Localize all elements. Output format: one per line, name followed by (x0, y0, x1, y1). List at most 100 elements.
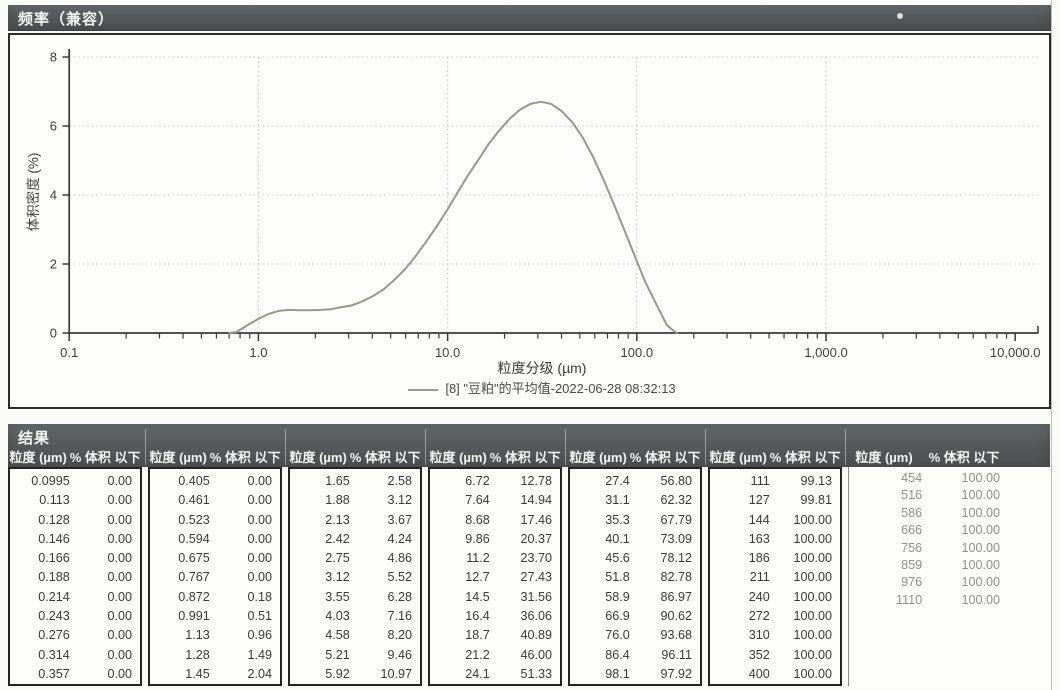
table-row: 352 100.00 (710, 646, 840, 665)
pct-value: 4.86 (387, 551, 412, 566)
pct-column-header: % 体积 以下 (69, 450, 141, 465)
table-row: 0.188 0.00 (10, 568, 140, 587)
pct-column-header: % 体积 以下 (629, 450, 701, 465)
y-tick-label: 0 (50, 326, 57, 341)
table-row: 1.88 3.12 (290, 491, 420, 510)
table-row: 1.28 1.49 (150, 646, 280, 665)
size-value: 0.991 (178, 609, 210, 624)
size-value: 11.2 (466, 551, 490, 566)
size-value: 0.243 (38, 609, 70, 624)
size-value: 352 (748, 647, 770, 662)
x-tick-label: 10,000.0 (990, 345, 1041, 360)
pct-value: 100.00 (793, 609, 832, 624)
size-value: 859 (901, 557, 923, 572)
size-value: 516 (901, 488, 923, 503)
size-value: 45.6 (605, 551, 630, 566)
pct-value: 96.11 (661, 647, 692, 662)
table-row: 310 100.00 (710, 626, 840, 645)
column-header-group: 粒度 (µm)% 体积 以下 (8, 447, 142, 466)
table-row: 163 100.00 (710, 530, 840, 549)
results-column-headers: 粒度 (µm)% 体积 以下 粒度 (µm)% 体积 以下 粒度 (µm)% 体积 … (8, 447, 1050, 466)
pct-value: 17.46 (520, 512, 552, 527)
size-value: 976 (901, 575, 923, 590)
size-value: 0.314 (38, 647, 70, 662)
column-header-group: 粒度 (µm)% 体积 以下 (148, 447, 282, 466)
size-value: 0.128 (38, 512, 70, 527)
scan-page-edge (1051, 0, 1052, 690)
table-row: 98.1 97.92 (570, 665, 700, 684)
size-value: 12.7 (465, 570, 490, 585)
size-value: 0.276 (38, 628, 70, 643)
size-value: 21.2 (465, 647, 490, 662)
results-table-group: 111 99.13 127 99.81 144 100.00 163 100.00 186 100… (708, 467, 842, 687)
pct-value: 100.00 (793, 531, 832, 546)
column-header-group: 粒度 (µm)% 体积 以下 (568, 447, 702, 466)
pct-column-header: % 体积 以下 (349, 450, 421, 465)
pct-value: 100.00 (961, 592, 1000, 607)
table-row: 516 100.00 (849, 487, 1008, 504)
results-table-group: 27.4 56.80 31.1 62.32 35.3 67.79 40.1 73.09 45.6… (568, 467, 702, 687)
pct-value: 20.37 (520, 531, 552, 546)
pct-value: 0.00 (247, 531, 272, 546)
pct-value: 100.00 (793, 647, 832, 662)
pct-value: 4.24 (387, 531, 412, 546)
x-tick-label: 1,000.0 (804, 345, 847, 360)
table-row: 21.2 46.00 (430, 646, 560, 665)
pct-value: 31.56 (520, 589, 552, 604)
table-row: 3.12 5.52 (290, 568, 420, 587)
table-row: 2.42 4.24 (290, 530, 420, 549)
pct-value: 27.43 (520, 570, 552, 585)
size-column-header: 粒度 (µm) (709, 450, 767, 465)
header-divider (565, 429, 566, 465)
x-tick-label: 0.1 (60, 345, 78, 360)
column-header-group: 粒度 (µm)% 体积 以下 (288, 447, 422, 466)
size-value: 454 (901, 471, 923, 485)
header-divider (145, 429, 146, 465)
frequency-curve (228, 100, 678, 334)
results-table: 0.0995 0.00 0.113 0.00 0.128 0.00 0.146 0.00 0.1… (8, 467, 1050, 687)
table-row: 1110 100.00 (849, 592, 1008, 609)
size-value: 98.1 (605, 666, 630, 681)
size-value: 58.9 (605, 589, 630, 604)
table-row: 51.8 82.78 (570, 568, 700, 587)
table-row: 4.58 8.20 (290, 626, 420, 645)
table-row: 272 100.00 (710, 607, 840, 626)
table-row: 2.75 4.86 (290, 549, 420, 568)
pct-value: 100.00 (961, 540, 1000, 555)
table-row: 127 99.81 (710, 491, 840, 510)
size-value: 76.0 (605, 628, 630, 643)
size-value: 14.5 (465, 589, 490, 604)
size-value: 31.1 (605, 493, 630, 508)
chart-legend: [8] "豆粕"的平均值-2022-06-28 08:32:13 (69, 378, 1015, 397)
size-value: 0.675 (178, 551, 210, 566)
pct-value: 78.12 (660, 551, 692, 566)
column-header-group: 粒度 (µm)% 体积 以下 (428, 447, 562, 466)
pct-value: 0.00 (107, 474, 132, 488)
size-value: 0.461 (178, 493, 210, 508)
results-table-group: 0.0995 0.00 0.113 0.00 0.128 0.00 0.146 0.00 0.1… (8, 467, 142, 687)
results-section-title: 结果 (18, 430, 51, 447)
pct-value: 7.16 (387, 609, 412, 624)
size-value: 0.188 (38, 570, 70, 585)
table-row: 0.146 0.00 (10, 530, 140, 549)
pct-value: 0.00 (107, 531, 132, 546)
pct-value: 23.70 (520, 551, 552, 566)
size-value: 0.146 (38, 531, 70, 546)
x-tick-label: 1.0 (249, 345, 267, 360)
pct-value: 5.52 (387, 570, 412, 585)
results-table-group: 454 100.00 516 100.00 586 100.00 666 100.00 756 1… (848, 467, 1050, 687)
pct-value: 2.04 (247, 666, 272, 681)
x-tick-label: 10.0 (435, 345, 460, 360)
size-value: 86.4 (605, 647, 630, 662)
frequency-panel-title: 频率（兼容） (18, 11, 115, 28)
table-row: 976 100.00 (849, 574, 1008, 591)
pct-value: 100.00 (961, 488, 1000, 503)
pct-value: 0.00 (107, 589, 132, 604)
size-value: 1.28 (185, 647, 210, 662)
table-row: 0.166 0.00 (10, 549, 140, 568)
size-value: 3.12 (325, 570, 350, 585)
x-axis-label: 粒度分级 (µm) (497, 360, 587, 376)
pct-value: 46.00 (520, 647, 552, 662)
size-value: 111 (750, 474, 770, 488)
size-value: 66.9 (605, 609, 630, 624)
